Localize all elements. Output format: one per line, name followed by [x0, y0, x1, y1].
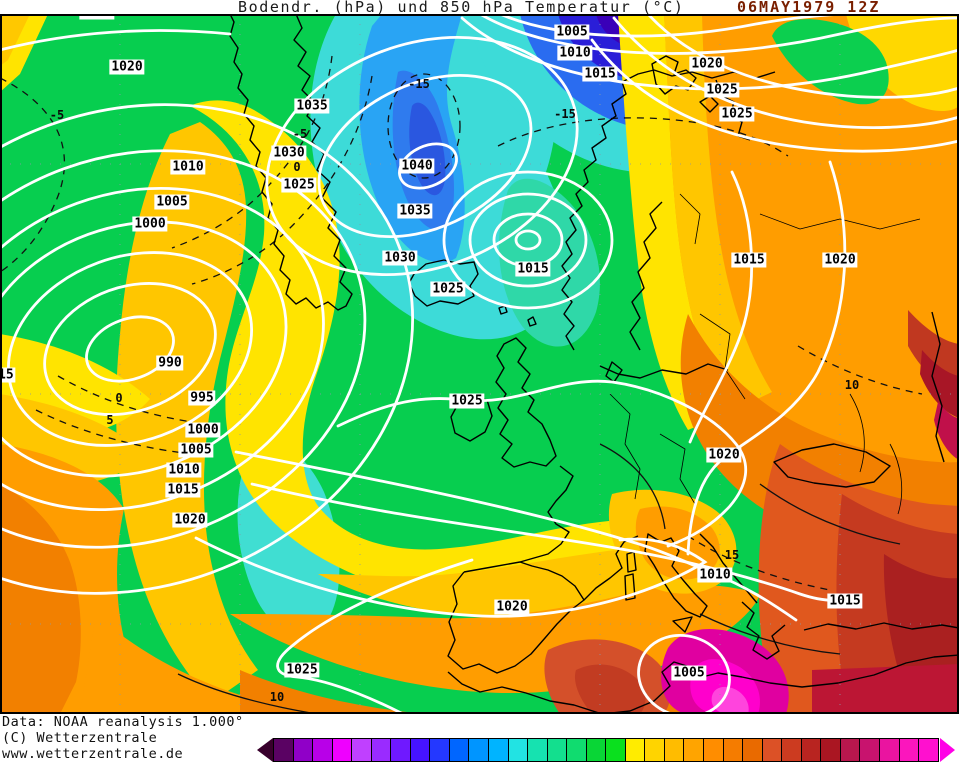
colorbar-cell	[684, 739, 705, 761]
pressure-label: 1015	[2, 367, 16, 383]
temperature-label: -15	[408, 77, 430, 91]
pressure-label: 1025	[449, 393, 485, 409]
pressure-label: 1010	[697, 567, 733, 583]
colorbar-cell	[567, 739, 587, 761]
pressure-label: 1010	[557, 45, 593, 61]
colorbar-left-arrow	[257, 738, 273, 762]
map-datetime: 06MAY1979 12Z	[737, 0, 881, 16]
pressure-label: 1015	[515, 261, 551, 277]
pressure-label: 1010	[166, 462, 202, 478]
colorbar-cell	[489, 739, 509, 761]
pressure-label: 1025	[281, 177, 317, 193]
pressure-label: 1025	[284, 662, 320, 678]
pressure-label: 1015	[165, 482, 201, 498]
colorbar-cell	[821, 739, 841, 761]
temperature-label: -5	[49, 108, 65, 122]
colorbar-cell	[274, 739, 294, 761]
colorbar-cell	[586, 739, 607, 761]
temperature-fill	[2, 16, 957, 712]
pressure-label: 990	[156, 355, 184, 371]
temperature-label: 5	[106, 413, 114, 427]
pressure-label: 1015	[731, 252, 767, 268]
weather-map-graphic	[2, 16, 957, 712]
pressure-label: 1010	[170, 159, 206, 175]
colorbar-cell	[762, 739, 783, 761]
colorbar-cell	[840, 739, 861, 761]
colorbar-cells	[273, 738, 939, 762]
colorbar-cell	[879, 739, 900, 761]
colorbar-cell	[371, 739, 392, 761]
pressure-label: 1005	[554, 24, 590, 40]
colorbar-cell	[625, 739, 646, 761]
pressure-label: 1025	[719, 106, 755, 122]
pressure-label: 1015	[79, 16, 115, 20]
colorbar-cell	[352, 739, 372, 761]
pressure-label: 1025	[430, 281, 466, 297]
data-source-text: Data: NOAA reanalysis 1.000°	[2, 714, 244, 730]
colorbar-cell	[293, 739, 314, 761]
pressure-label: 1025	[704, 82, 740, 98]
temperature-label: -15	[554, 107, 576, 121]
colorbar-cell	[528, 739, 548, 761]
temperature-label: 15	[724, 548, 740, 562]
copyright-text: (C) Wetterzentrale	[2, 730, 158, 746]
pressure-label: 995	[188, 390, 216, 406]
pressure-label: 1020	[689, 56, 725, 72]
pressure-label: 1015	[582, 66, 618, 82]
pressure-label: 1040	[399, 158, 435, 174]
pressure-label: 1000	[132, 216, 168, 232]
colorbar-cell	[723, 739, 744, 761]
temperature-label: 10	[269, 690, 285, 704]
pressure-label: 1020	[172, 512, 208, 528]
website-text: www.wetterzentrale.de	[2, 746, 184, 762]
pressure-label: 1005	[154, 194, 190, 210]
colorbar-cell	[410, 739, 431, 761]
colorbar-right-arrow	[940, 738, 955, 762]
temperature-label: -5	[292, 127, 308, 141]
pressure-label: 1005	[671, 665, 707, 681]
colorbar-cell	[332, 739, 353, 761]
pressure-label: 1035	[294, 98, 330, 114]
pressure-label: 1020	[494, 599, 530, 615]
colorbar-cell	[704, 739, 724, 761]
colorbar-cell	[606, 739, 626, 761]
colorbar-cell	[469, 739, 490, 761]
colorbar-cell	[508, 739, 529, 761]
colorbar-cell	[919, 739, 938, 761]
colorbar-cell	[313, 739, 333, 761]
colorbar-cell	[860, 739, 880, 761]
colorbar-cell	[801, 739, 822, 761]
pressure-label: 1020	[822, 252, 858, 268]
footer: Data: NOAA reanalysis 1.000° (C) Wetterz…	[0, 714, 959, 770]
temperature-label: 0	[115, 391, 123, 405]
pressure-label: 1020	[706, 447, 742, 463]
pressure-label: 1005	[178, 442, 214, 458]
colorbar-cell	[430, 739, 450, 761]
colorbar-cell	[743, 739, 763, 761]
colorbar-cell	[664, 739, 685, 761]
colorbar-cell	[547, 739, 568, 761]
pressure-label: 1020	[109, 59, 145, 75]
pressure-label: 1035	[397, 203, 433, 219]
map-area: 1015102010351030101010251005100010051010…	[0, 14, 959, 714]
pressure-label: 1030	[271, 145, 307, 161]
pressure-label: 1030	[382, 250, 418, 266]
temperature-label: 0	[293, 160, 301, 174]
title-bar: Bodendr. (hPa) und 850 hPa Temperatur (°…	[0, 0, 959, 16]
colorbar-cell	[782, 739, 802, 761]
colorbar-cell	[899, 739, 920, 761]
colorbar-cell	[645, 739, 665, 761]
credits: Data: NOAA reanalysis 1.000° (C) Wetterz…	[2, 714, 244, 762]
colorbar-cell	[449, 739, 470, 761]
pressure-label: 1015	[827, 593, 863, 609]
map-title: Bodendr. (hPa) und 850 hPa Temperatur (°…	[238, 0, 685, 16]
pressure-label: 1000	[185, 422, 221, 438]
temperature-label: 10	[844, 378, 860, 392]
colorbar-cell	[391, 739, 411, 761]
